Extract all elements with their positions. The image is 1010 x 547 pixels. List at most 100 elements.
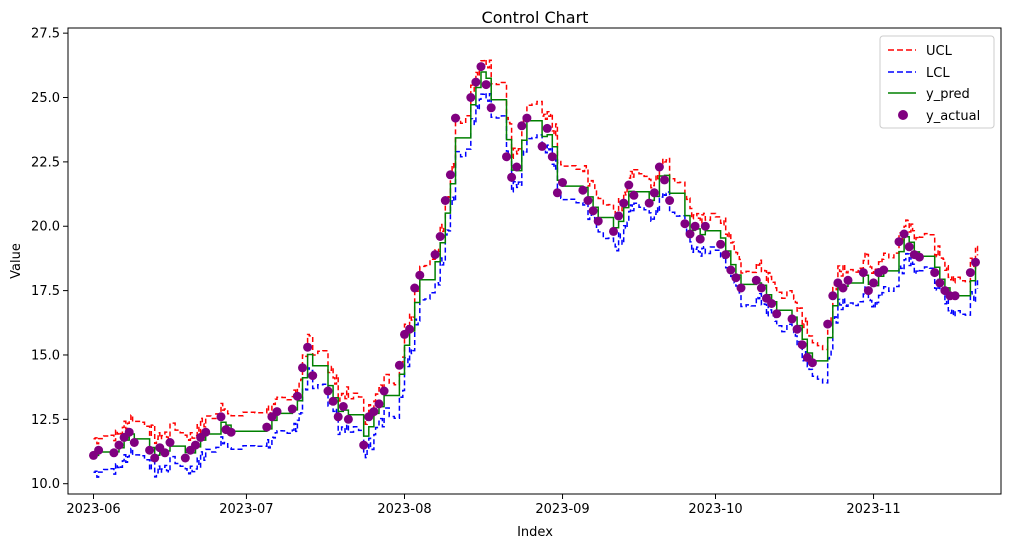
y-actual-point <box>588 206 598 216</box>
y-actual-point <box>451 113 460 123</box>
y-actual-point <box>180 453 190 463</box>
legend: UCL LCL y_pred y_actual <box>879 35 995 129</box>
y-actual-point <box>435 232 445 241</box>
y-actual-point <box>109 448 119 458</box>
y-actual-point <box>471 77 481 87</box>
y-actual-point <box>552 188 562 198</box>
y-actual-point <box>614 211 624 221</box>
y-actual-point <box>129 438 139 447</box>
y-actual-point <box>502 152 511 162</box>
y-actual-point <box>272 407 282 417</box>
x-tick-label: 2023-11 <box>846 502 900 517</box>
legend-y-actual-label: y_actual <box>926 109 980 124</box>
y-actual-point <box>792 324 802 334</box>
y-axis-label: Value <box>9 243 24 279</box>
y-actual-point <box>624 180 634 190</box>
y-actual-point <box>894 237 904 247</box>
y-tick-label: 25.0 <box>31 91 60 106</box>
y-actual-point <box>308 371 318 381</box>
y-actual-point <box>124 427 134 437</box>
y-tick-label: 20.0 <box>31 220 60 235</box>
y-actual-point <box>950 291 960 301</box>
y-actual-point <box>522 113 532 123</box>
y-actual-point <box>869 278 878 288</box>
y-actual-point <box>879 265 889 275</box>
legend-y-pred-label: y_pred <box>926 87 970 102</box>
y-tick-label: 15.0 <box>31 348 60 363</box>
y-actual-point <box>823 319 833 329</box>
y-actual-point <box>767 299 777 308</box>
y-tick-label: 10.0 <box>31 477 60 492</box>
x-axis-label: Index <box>517 525 553 540</box>
y-actual-point <box>394 360 404 370</box>
x-tick-label: 2023-06 <box>66 502 120 517</box>
y-actual-point <box>649 188 659 198</box>
y-actual-point <box>863 286 873 296</box>
y-actual-point <box>690 221 700 231</box>
y-actual-point <box>323 386 333 396</box>
y-actual-point <box>303 342 313 352</box>
y-actual-point <box>486 103 496 113</box>
y-actual-point <box>899 229 909 239</box>
y-actual-point <box>828 291 838 301</box>
y-actual-point <box>772 309 782 319</box>
y-actual-point <box>410 283 420 293</box>
ucl-line <box>93 58 979 445</box>
x-axis: 2023-06 2023-07 2023-08 2023-09 2023-10 2023-… <box>66 494 901 517</box>
y-actual-point <box>114 440 124 450</box>
y-actual-point <box>542 123 552 133</box>
y-actual-point <box>695 234 705 244</box>
y-actual-point <box>629 190 639 200</box>
y-actual-point <box>930 268 940 278</box>
y-tick-label: 12.5 <box>31 413 60 428</box>
y-actual-point <box>593 216 603 226</box>
legend-y-actual-swatch <box>898 110 908 120</box>
y-actual-point <box>415 270 425 280</box>
lcl-series <box>93 92 979 478</box>
y-actual-point <box>838 283 848 293</box>
y-actual-point <box>287 404 297 414</box>
y-actual-point <box>216 412 226 422</box>
y-actual-point <box>583 196 593 205</box>
y-actual-point <box>191 440 200 450</box>
y-actual-point <box>338 402 348 411</box>
y-tick-label: 17.5 <box>31 284 60 299</box>
y-actual-point <box>756 283 766 293</box>
y-actual-point <box>150 453 160 463</box>
y-actual-point <box>807 358 817 368</box>
y-actual-point <box>680 219 690 229</box>
y-actual-point <box>374 399 384 409</box>
y-actual-point <box>904 242 914 252</box>
y-actual-point <box>609 226 618 236</box>
y-actual-point <box>685 229 695 239</box>
y-actual-point <box>547 152 557 162</box>
lcl-line <box>93 92 979 478</box>
y-actual-point <box>731 273 741 283</box>
legend-ucl-label: UCL <box>926 44 953 59</box>
y-actual-point <box>726 265 736 275</box>
y-actual-point <box>619 198 629 208</box>
y-actual-point <box>660 175 669 185</box>
y-actual-point <box>512 162 522 172</box>
y-actual-point <box>665 196 675 205</box>
x-tick-label: 2023-10 <box>688 502 742 517</box>
x-tick-label: 2023-07 <box>219 502 273 517</box>
legend-box <box>879 35 995 129</box>
y-actual-point <box>537 141 547 151</box>
y-actual-point <box>787 314 797 324</box>
y-actual-point <box>578 185 588 195</box>
y-actual-point <box>654 162 664 172</box>
y-actual-point <box>333 412 343 422</box>
y-actual-point <box>716 239 726 249</box>
y-actual-point <box>507 172 517 182</box>
y-actual-point <box>965 268 975 278</box>
x-tick-label: 2023-08 <box>377 502 431 517</box>
y-actual-point <box>145 445 155 455</box>
y-actual-point <box>369 407 379 417</box>
y-actual-point <box>405 324 415 334</box>
plot-area <box>89 58 980 478</box>
y-actual-point <box>262 422 272 432</box>
y-actual-point <box>517 121 527 131</box>
